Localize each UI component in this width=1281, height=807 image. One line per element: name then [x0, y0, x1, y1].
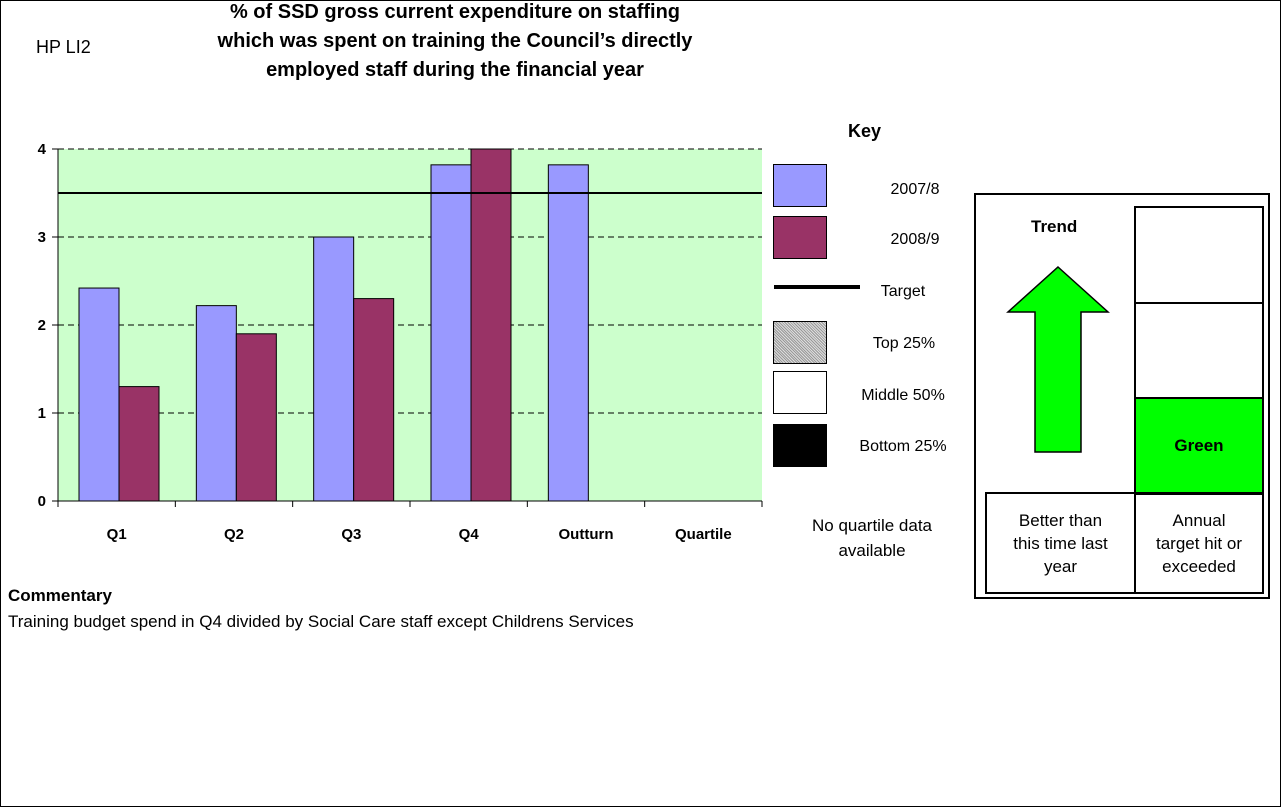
bar: [353, 298, 395, 502]
key-swatch-bottom-25: [773, 424, 827, 467]
status-slot-top: [1134, 206, 1264, 304]
chart-title: % of SSD gross current expenditure on st…: [140, 0, 770, 85]
key-swatch-top-25: [773, 321, 827, 364]
x-tick-label: Q1: [107, 526, 127, 543]
bar: [195, 305, 237, 502]
status-panel: [974, 193, 1270, 599]
status-slot-green: [1134, 397, 1264, 495]
status-caption-line-1: Annual: [1172, 510, 1226, 530]
key-label-middle-50: Middle 50%: [861, 387, 945, 404]
y-tick-label: 0: [38, 493, 46, 510]
bar: [78, 287, 120, 502]
trend-caption-line-2: this time last: [1013, 533, 1108, 553]
status-caption-line-2: target hit or: [1156, 533, 1242, 553]
key-swatch-2008-9: [773, 216, 827, 259]
bar: [118, 386, 160, 502]
y-tick-label: 4: [38, 141, 47, 158]
bar: [547, 164, 589, 502]
trend-title: Trend: [1031, 217, 1078, 236]
key-target-line: [774, 285, 860, 289]
key-label-bottom-25: Bottom 25%: [859, 438, 947, 455]
x-tick-label: Q3: [341, 526, 361, 543]
trend-caption-line-3: year: [1043, 556, 1078, 576]
bar: [470, 148, 512, 502]
key-label-2008-9: 2008/9: [890, 231, 940, 248]
bar: [235, 333, 277, 502]
trend-caption-line-1: Better than: [1018, 510, 1103, 530]
x-tick-label: Quartile: [675, 526, 732, 543]
key-swatch-2007-8: [773, 164, 827, 207]
x-tick-label: Q4: [459, 526, 480, 543]
key-title: Key: [848, 121, 882, 141]
bar: [313, 236, 355, 502]
trend-caption: Better than this time last year: [985, 492, 1136, 594]
bar: [430, 164, 472, 502]
commentary-text: Training budget spend in Q4 divided by S…: [8, 612, 634, 631]
status-caption-line-3: exceeded: [1162, 556, 1236, 576]
title-line-1: % of SSD gross current expenditure on st…: [229, 1, 681, 23]
up-arrow-icon: [1006, 265, 1110, 453]
key-label-target: Target: [880, 283, 926, 300]
title-line-3: employed staff during the financial year: [266, 59, 644, 81]
x-tick-label: Q2: [224, 526, 244, 543]
indicator-code: HP LI2: [36, 37, 91, 57]
status-label: Green: [1174, 436, 1224, 455]
key-swatch-middle-50: [773, 371, 827, 414]
y-tick-label: 1: [38, 405, 46, 422]
y-tick-label: 2: [38, 317, 46, 334]
y-tick-label: 3: [38, 229, 46, 246]
title-line-2: which was spent on training the Council’…: [217, 30, 693, 52]
status-caption: Annual target hit or exceeded: [1134, 492, 1264, 594]
x-tick-label: Outturn: [559, 526, 614, 543]
no-quartile-line-1: No quartile data: [811, 516, 933, 535]
key-label-top-25: Top 25%: [872, 335, 936, 352]
key-label-2007-8: 2007/8: [890, 181, 940, 198]
no-quartile-line-2: available: [838, 541, 906, 560]
no-quartile-note: No quartile data available: [772, 513, 972, 563]
commentary-title: Commentary: [8, 586, 112, 605]
status-slot-middle: [1134, 302, 1264, 399]
